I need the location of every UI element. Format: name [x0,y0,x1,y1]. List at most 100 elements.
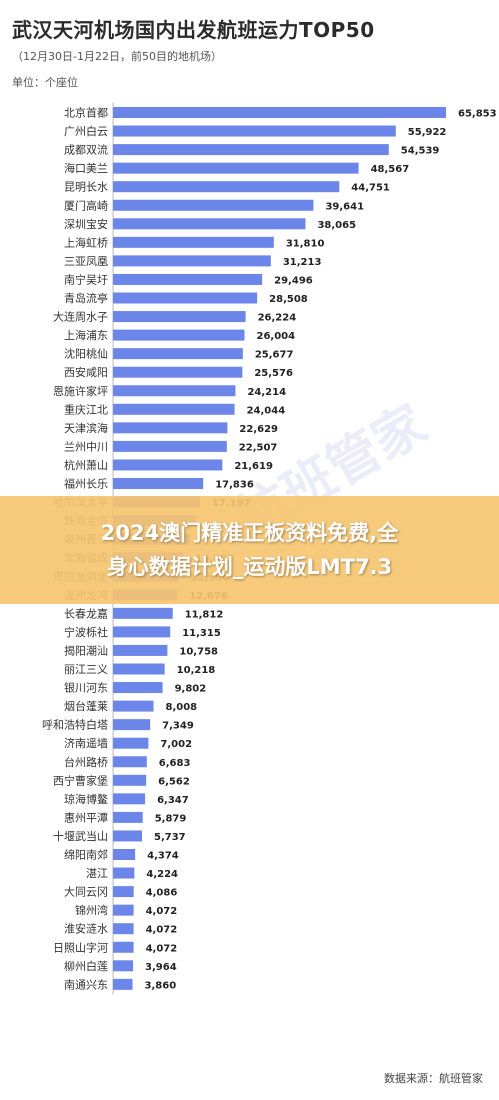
value-label: 48,567 [371,164,410,175]
value-label: 24,214 [247,387,286,398]
bar [113,162,359,174]
category-label: 湛江 [86,867,108,880]
category-label: 锦州湾 [75,903,108,917]
chart-subtitle: （12月30日-1月22日，前50目的地机场） [12,50,222,63]
category-label: 上海虹桥 [64,235,108,249]
value-label: 21,619 [234,461,273,472]
bar [113,978,133,990]
category-label: 大连周水子 [53,310,108,324]
bar [113,682,163,694]
category-label: 兰州中川 [64,440,108,453]
value-label: 31,213 [283,257,322,268]
value-label: 44,751 [351,183,390,194]
bar [113,144,389,156]
bar [113,960,134,972]
category-label: 惠州平潭 [64,810,108,824]
category-label: 揭阳潮汕 [64,643,108,657]
value-label: 8,008 [165,702,197,713]
value-label: 4,072 [146,925,178,936]
bar [113,107,446,118]
bar [113,700,154,712]
value-label: 22,507 [239,442,278,453]
value-label: 65,853 [458,109,497,120]
bar [113,403,235,415]
bar [113,904,134,916]
category-label: 西安咸阳 [64,365,108,379]
category-label: 上海浦东 [64,328,108,342]
value-label: 17,836 [215,480,254,491]
category-label: 青岛流亭 [64,291,108,305]
value-label: 26,004 [256,331,295,342]
value-label: 6,562 [158,776,190,787]
bar [113,941,134,953]
value-label: 10,758 [179,646,218,657]
category-label: 十堰武当山 [53,829,108,843]
category-label: 呼和浩特白塔 [42,718,108,732]
bar [113,607,173,619]
value-label: 24,044 [247,405,286,416]
value-label: 10,218 [177,665,216,676]
value-label: 54,539 [401,146,440,157]
value-label: 7,002 [160,739,192,750]
value-label: 29,496 [274,275,313,286]
value-label: 11,812 [185,609,224,620]
category-label: 琼海博鳌 [64,792,108,806]
bar [113,793,146,805]
value-label: 25,677 [255,350,294,361]
value-label: 5,737 [154,832,186,843]
category-label: 台州路桥 [64,755,108,769]
bar [113,311,246,323]
category-label: 南通兴东 [64,978,108,991]
category-label: 福州长乐 [64,477,108,491]
category-label: 烟台蓬莱 [64,699,108,713]
bar [113,737,149,749]
bar [113,329,245,341]
value-label: 4,374 [147,851,179,862]
category-label: 长春龙嘉 [64,606,108,620]
category-label: 三亚凤凰 [64,255,108,268]
bar [113,867,135,879]
category-label: 厦门高崎 [64,198,108,212]
bar [113,255,271,267]
category-label: 西宁曹家堡 [53,773,108,787]
bar [113,218,306,230]
bar [113,849,136,860]
bar [113,478,204,489]
value-label: 55,922 [408,127,447,138]
banner-line-1: 2024澳门精准正板资料免费,全 [100,521,399,545]
category-label: 宁波栎社 [64,625,108,639]
bar [113,348,243,360]
bar [113,181,340,193]
category-label: 重庆江北 [64,402,108,416]
bar [113,644,168,656]
category-label: 成都双流 [64,143,108,157]
bar [113,663,165,675]
bar [113,422,228,434]
bar [113,366,243,378]
category-label: 昆明长水 [64,181,108,194]
bar [113,199,314,211]
bar [113,811,143,823]
value-label: 39,641 [325,201,364,212]
value-label: 4,072 [146,943,178,954]
data-source: 数据来源：航班管家 [384,1072,483,1085]
value-label: 6,347 [157,795,189,806]
category-label: 天津滨海 [64,421,108,435]
bar [113,273,263,285]
category-label: 大同云冈 [64,885,108,899]
value-label: 11,315 [182,628,221,639]
value-label: 4,072 [146,906,178,917]
category-label: 银川河东 [64,681,108,695]
value-label: 5,879 [155,813,187,824]
overlay-banner[interactable]: 2024澳门精准正板资料免费,全 身心数据计划_运动版LMT7.3 [0,496,499,604]
value-label: 4,086 [146,888,178,899]
category-label: 海口美兰 [64,161,108,175]
unit-label: 单位：个座位 [12,76,78,89]
bar [113,125,396,137]
banner-line-2: 身心数据计划_运动版LMT7.3 [106,555,393,579]
value-label: 6,683 [159,758,191,769]
value-label: 7,349 [162,721,194,732]
value-label: 3,964 [145,962,177,973]
category-label: 南宁吴圩 [64,272,108,286]
